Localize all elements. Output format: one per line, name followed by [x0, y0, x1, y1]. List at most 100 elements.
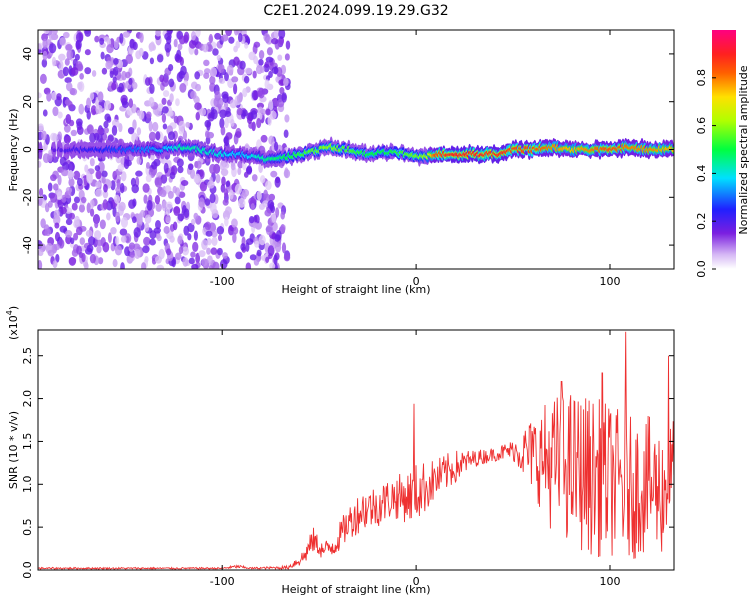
- spectrogram-noise-point: [48, 43, 57, 54]
- spectrogram-noise-point: [117, 164, 125, 172]
- spectrogram-noise-point: [139, 32, 144, 43]
- spectrogram-noise-point: [38, 260, 43, 269]
- spectrogram-noise-point: [220, 183, 226, 193]
- spectrogram-noise-point: [59, 37, 67, 46]
- spectrogram-noise-point: [89, 253, 96, 264]
- spectrogram-noise-point: [178, 246, 184, 255]
- spectrogram-noise-point: [103, 127, 109, 134]
- spectrogram-noise-point: [167, 131, 176, 141]
- spectrogram-noise-point: [76, 177, 83, 187]
- spectrogram-noise-point: [92, 213, 101, 225]
- spectrogram-noise-point: [51, 56, 57, 67]
- spectrogram-noise-point: [223, 136, 229, 144]
- spectrogram-noise-point: [144, 222, 150, 232]
- spectrogram-noise-point: [159, 74, 165, 83]
- spectrogram-noise-point: [156, 234, 162, 242]
- spectrogram-noise-point: [98, 257, 104, 265]
- spectrogram-noise-point: [176, 158, 184, 168]
- spectrogram-noise-point: [65, 43, 73, 51]
- spectrogram-noise-point: [194, 71, 201, 80]
- spectrogram-noise-point: [195, 160, 202, 169]
- spectrogram-noise-point: [143, 194, 148, 204]
- spectrogram-noise-point: [254, 214, 260, 224]
- spectrogram-noise-point: [190, 251, 196, 258]
- spectrogram-noise-point: [64, 77, 72, 84]
- spectrogram-noise-point: [194, 102, 202, 111]
- spectrogram-noise-point: [195, 112, 200, 121]
- spectrogram-noise-point: [47, 200, 53, 208]
- spectrogram-noise-point: [199, 108, 207, 116]
- spectrogram-noise-point: [133, 227, 141, 238]
- spectrogram-noise-point: [242, 87, 248, 98]
- colorbar-tick-label: 0.4: [695, 165, 708, 183]
- spectrogram-noise-point: [101, 176, 106, 184]
- spectrogram-noise-point: [216, 247, 223, 256]
- spectrogram-noise-point: [95, 188, 103, 197]
- spectrogram-noise-point: [217, 63, 225, 73]
- spectrogram-noise-point: [163, 162, 169, 174]
- snr-y-tick-label: 1.0: [21, 476, 34, 494]
- spectrogram-noise-point: [211, 236, 218, 247]
- spectrogram-noise-point: [96, 239, 104, 247]
- spectrogram-noise-point: [69, 212, 75, 220]
- spectrogram-noise-point: [154, 177, 163, 188]
- spectrogram-noise-point: [208, 33, 213, 44]
- spectrogram-noise-point: [237, 198, 246, 208]
- spectrogram-noise-point: [140, 209, 145, 218]
- spectrogram-noise-point: [222, 198, 229, 206]
- spectrogram-noise-point: [68, 161, 75, 172]
- spectrogram-noise-point: [285, 40, 291, 50]
- spectrogram-noise-point: [224, 216, 229, 227]
- spectrogram-noise-point: [103, 120, 109, 129]
- spectrogram-noise-point: [206, 120, 211, 131]
- spectrogram-noise-point: [208, 265, 214, 269]
- spectrogram-noise-point: [245, 262, 252, 269]
- spectrogram-noise-point: [243, 75, 250, 84]
- spectrogram-noise-point: [104, 113, 111, 122]
- spectrogram-noise-point: [155, 30, 162, 37]
- spectrogram-noise-point: [182, 246, 190, 256]
- spectrogram-noise-point: [94, 220, 99, 229]
- spectrogram-noise-point: [283, 168, 291, 179]
- spectrogram-noise-point: [265, 108, 271, 116]
- colorbar-tick-label: 0.8: [695, 69, 708, 87]
- spectrogram-noise-point: [96, 245, 102, 254]
- spectrogram-noise-point: [191, 263, 199, 269]
- spectrogram-noise-point: [95, 170, 102, 180]
- spectrogram-noise-point: [84, 30, 92, 37]
- spectrogram-noise-point: [62, 31, 70, 39]
- spectrogram-noise-point: [234, 131, 242, 138]
- spectrogram-noise-point: [91, 70, 97, 77]
- spectrogram-noise-point: [109, 70, 114, 79]
- spectrogram-noise-point: [179, 83, 187, 93]
- spectrogram-noise-point: [265, 180, 272, 191]
- spectrogram-noise-point: [61, 194, 67, 203]
- spectrogram-noise-point: [74, 215, 80, 226]
- spectrogram-x-tick-label: 100: [600, 275, 621, 288]
- spectrogram-y-label: Frequency (Hz): [7, 109, 20, 192]
- spectrogram-noise-point: [250, 203, 255, 211]
- spectrogram-noise-point: [156, 53, 164, 63]
- spectrogram-noise-point: [146, 200, 153, 211]
- spectrogram-noise-point: [258, 58, 264, 66]
- spectrogram-noise-point: [131, 184, 139, 194]
- spectrogram-noise-point: [53, 243, 61, 251]
- spectrogram-noise-point: [191, 218, 196, 225]
- spectrogram-noise-point: [270, 170, 278, 178]
- spectrogram-noise-point: [195, 30, 201, 38]
- spectrogram-noise-point: [210, 247, 218, 255]
- spectrogram-noise-point: [129, 251, 136, 258]
- spectrogram-noise-point: [281, 242, 287, 254]
- spectrogram-noise-point: [231, 76, 239, 83]
- spectrogram-noise-point: [168, 78, 175, 88]
- snr-x-tick-label: 100: [600, 575, 621, 588]
- spectrogram-noise-point: [260, 134, 268, 143]
- spectrogram-noise-point: [70, 66, 79, 76]
- spectrogram-noise-point: [214, 32, 222, 40]
- colorbar-tick-label: 0.2: [695, 212, 708, 230]
- spectrogram-noise-point: [64, 58, 70, 66]
- spectrogram-noise-point: [84, 164, 89, 173]
- spectrogram-noise-point: [247, 116, 253, 124]
- colorbar-tick-label: 0.6: [695, 117, 708, 135]
- spectrogram-noise-point: [188, 257, 195, 265]
